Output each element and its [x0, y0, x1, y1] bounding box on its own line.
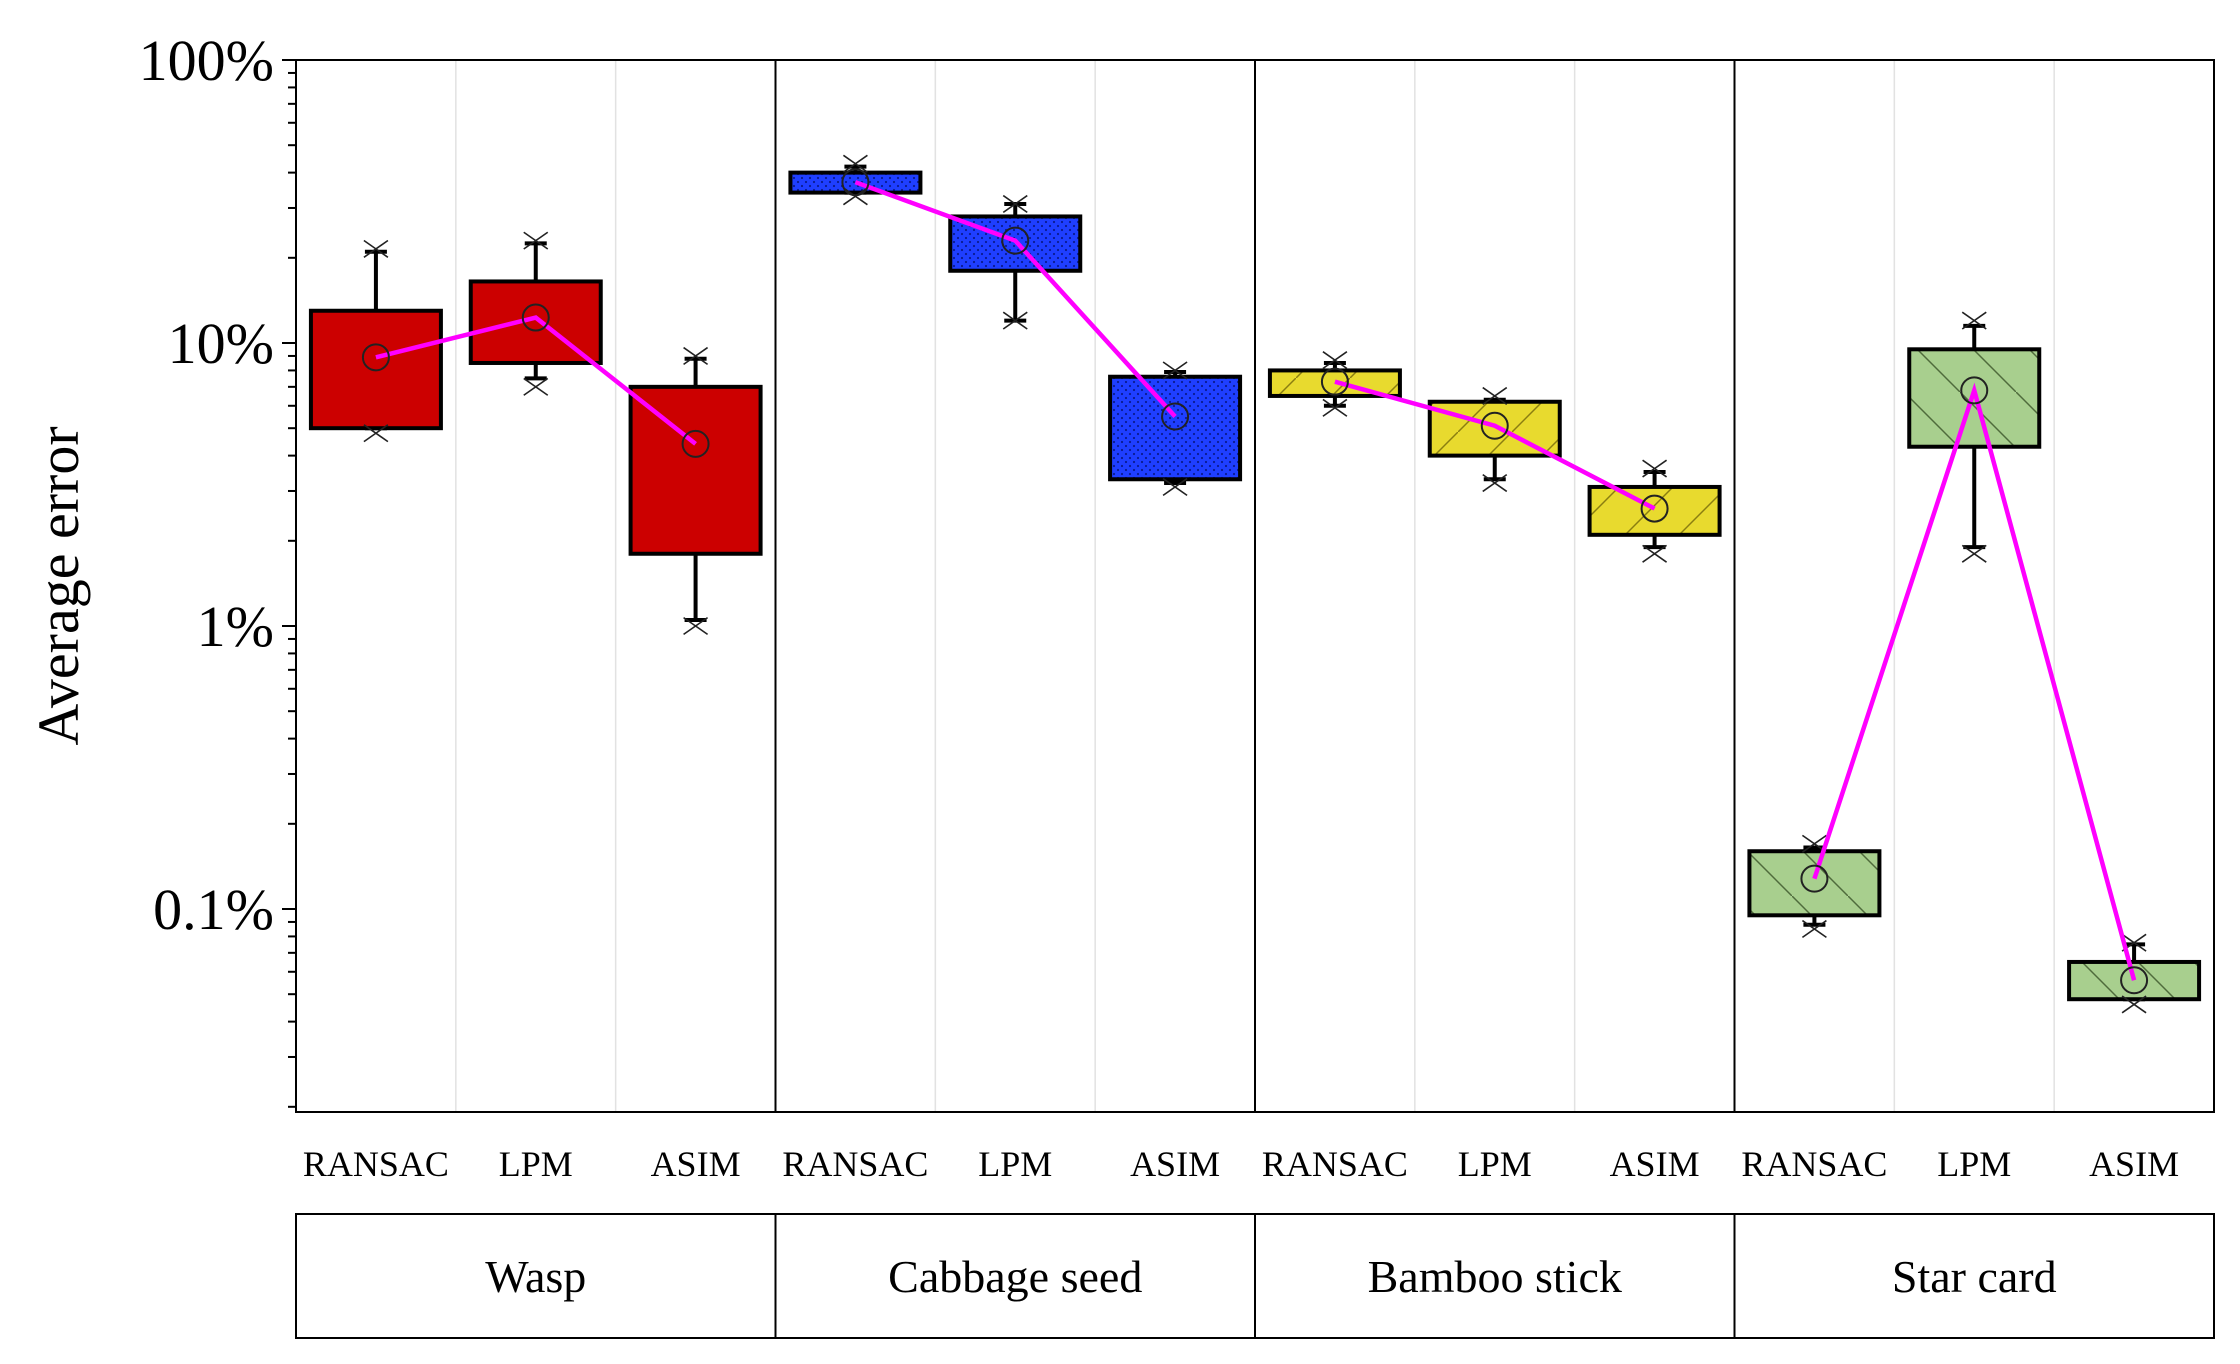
mean-line-wasp	[375, 315, 697, 446]
max-marker	[1961, 311, 1987, 330]
box-star-card-ransac	[1747, 834, 1882, 939]
mean-marker	[1800, 864, 1829, 893]
mean-marker	[1640, 494, 1669, 523]
group-label: Wasp	[485, 1251, 586, 1302]
mean-marker	[1161, 402, 1190, 431]
max-marker	[842, 154, 868, 173]
mean-marker	[1001, 226, 1030, 255]
method-label: ASIM	[1610, 1144, 1700, 1184]
min-marker	[1162, 477, 1188, 497]
min-marker	[1322, 398, 1348, 417]
mean-marker	[681, 429, 710, 458]
min-marker	[1002, 311, 1028, 330]
group-label: Bamboo stick	[1368, 1251, 1622, 1302]
box-body	[1587, 484, 1722, 537]
box-cabbage-seed-asim	[1108, 361, 1243, 497]
min-marker	[842, 187, 868, 206]
mean-marker	[1960, 376, 1989, 405]
method-label: ASIM	[651, 1144, 741, 1184]
box-body	[1747, 849, 1882, 918]
method-label: LPM	[499, 1144, 573, 1184]
mean-marker	[2120, 966, 2149, 995]
box-cabbage-seed-lpm	[948, 194, 1083, 330]
box-bamboo-stick-asim	[1587, 459, 1722, 563]
method-label: ASIM	[1130, 1144, 1220, 1184]
min-marker	[1642, 544, 1668, 563]
box-star-card-asim	[2067, 933, 2202, 1014]
min-marker	[1801, 919, 1827, 939]
group-label-box	[1733, 1213, 2215, 1339]
max-marker	[1162, 361, 1188, 380]
min-marker	[363, 424, 389, 443]
group-label: Cabbage seed	[888, 1251, 1142, 1302]
box-body	[1108, 374, 1243, 482]
min-marker	[1482, 473, 1508, 493]
method-label: ASIM	[2089, 1144, 2179, 1184]
mean-marker	[1320, 367, 1349, 396]
mean-line-cabbage-seed	[854, 180, 1177, 418]
y-tick-label: 100%	[139, 28, 274, 93]
method-label: LPM	[1937, 1144, 2011, 1184]
min-marker	[523, 377, 549, 396]
box-wasp-asim	[628, 346, 763, 636]
method-label: LPM	[1458, 1144, 1532, 1184]
min-marker	[2121, 995, 2147, 1014]
y-tick-label: 1%	[197, 594, 274, 659]
method-label: RANSAC	[303, 1144, 449, 1184]
max-marker	[1482, 386, 1508, 406]
min-marker	[683, 616, 709, 636]
mean-marker	[841, 168, 870, 197]
method-label: RANSAC	[782, 1144, 928, 1184]
max-marker	[1642, 459, 1668, 478]
y-tick-label: 0.1%	[153, 877, 274, 942]
box-body	[628, 384, 763, 556]
max-marker	[1322, 351, 1348, 370]
box-wasp-ransac	[308, 239, 443, 443]
box-wasp-lpm	[468, 231, 603, 396]
y-axis-label: Average error	[26, 426, 91, 745]
max-marker	[523, 231, 549, 250]
mean-line-star-card	[1812, 382, 2137, 981]
max-marker	[363, 239, 389, 258]
min-marker	[1961, 544, 1987, 563]
method-label: RANSAC	[1741, 1144, 1887, 1184]
mean-line-bamboo-stick	[1334, 379, 1656, 511]
group-label-box	[774, 1213, 1256, 1339]
mean-marker	[1480, 411, 1509, 440]
method-label: LPM	[978, 1144, 1052, 1184]
mean-marker	[361, 343, 390, 372]
mean-marker	[521, 303, 550, 332]
group-label-box	[295, 1213, 777, 1339]
group-label: Star card	[1892, 1251, 2057, 1302]
method-label: RANSAC	[1262, 1144, 1408, 1184]
max-marker	[683, 346, 709, 366]
group-label-box	[1254, 1213, 1736, 1339]
y-tick-label: 10%	[168, 311, 274, 376]
max-marker	[1002, 194, 1028, 214]
